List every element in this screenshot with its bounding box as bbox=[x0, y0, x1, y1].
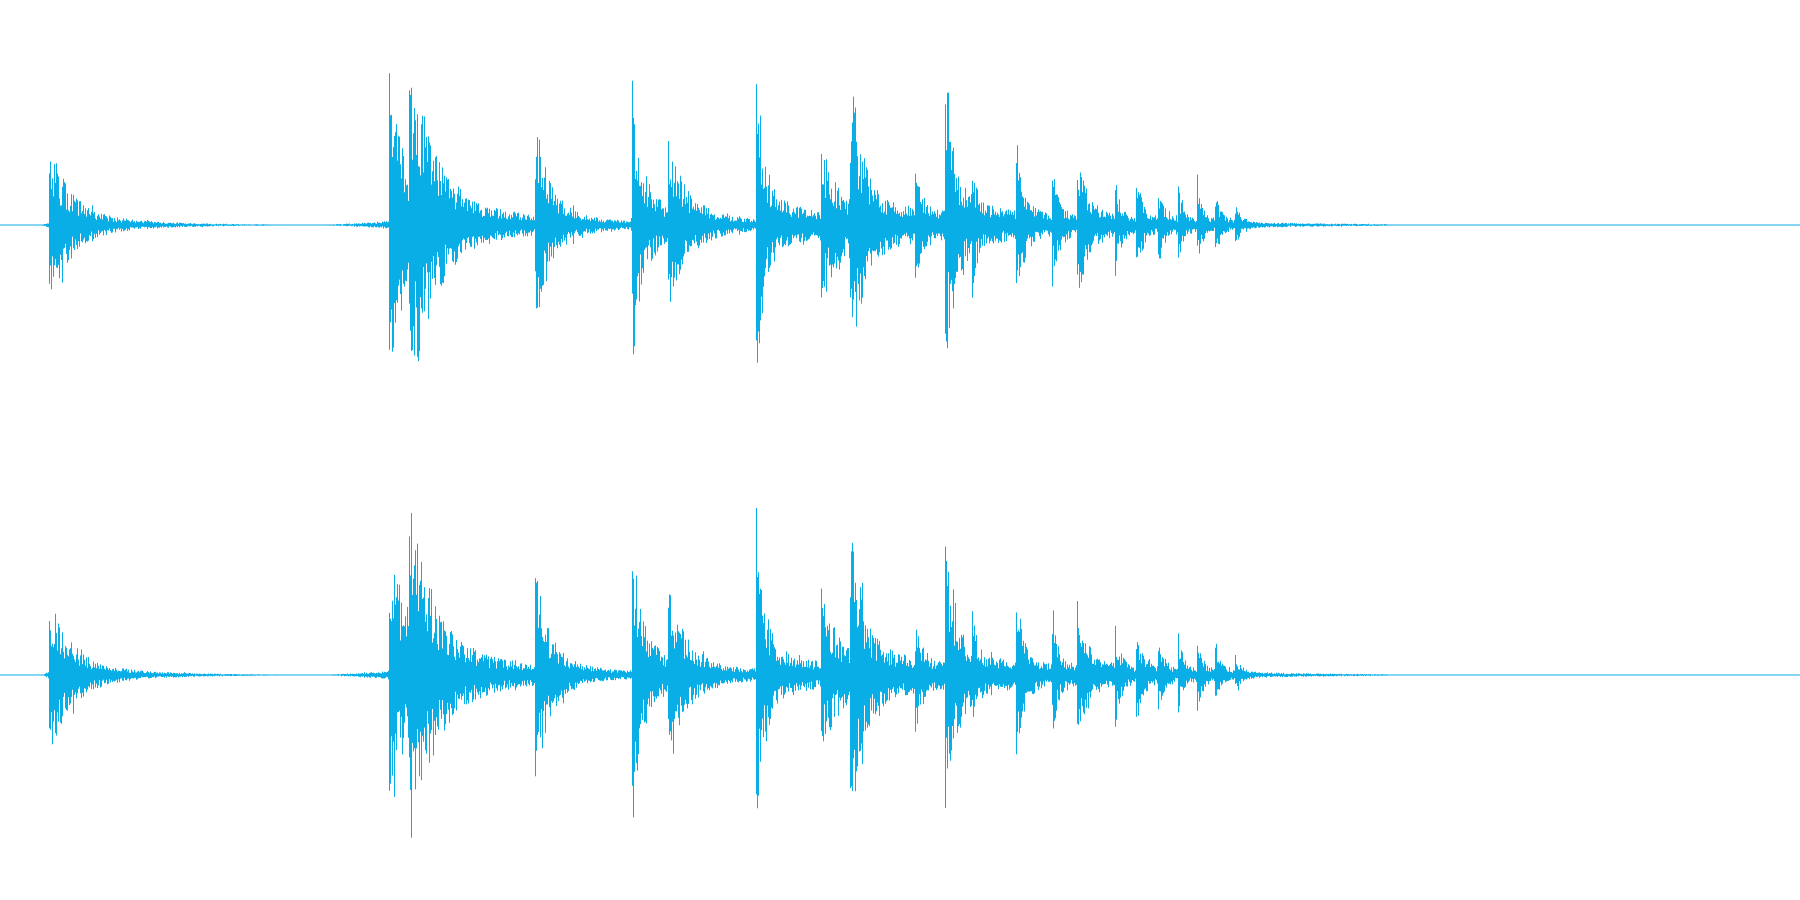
waveform-samples bbox=[0, 508, 1800, 838]
waveform-samples bbox=[0, 73, 1800, 363]
waveform-channel-1 bbox=[0, 73, 1800, 363]
waveform-channel-2 bbox=[0, 508, 1800, 838]
